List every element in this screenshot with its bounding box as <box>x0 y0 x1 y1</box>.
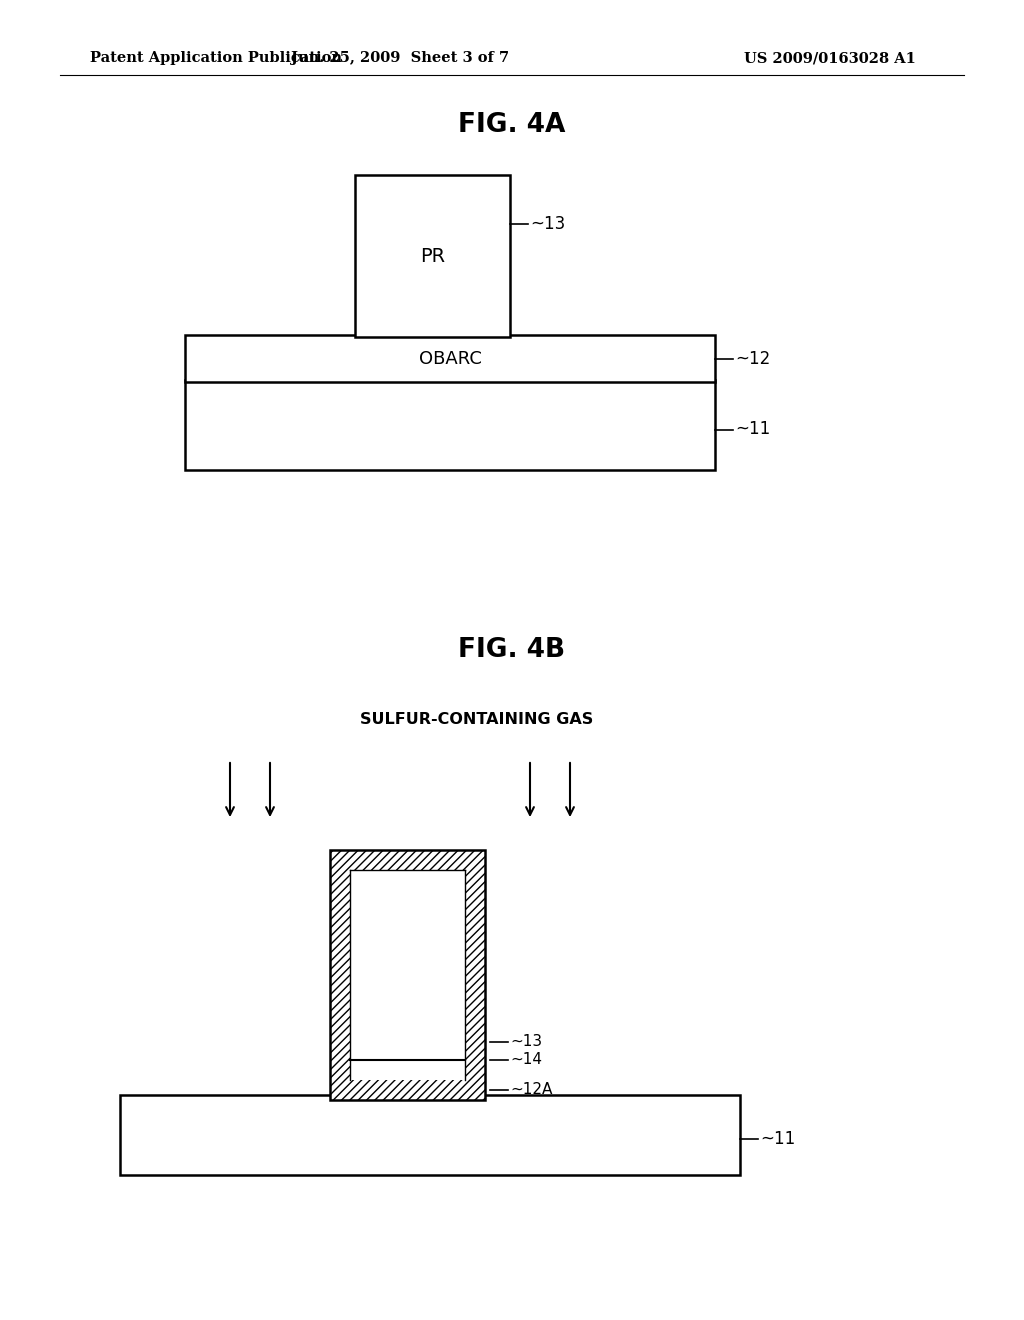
Text: Jun. 25, 2009  Sheet 3 of 7: Jun. 25, 2009 Sheet 3 of 7 <box>291 51 509 65</box>
Bar <box>330 850 485 1100</box>
Text: ~13: ~13 <box>510 1035 542 1049</box>
Text: ~12: ~12 <box>735 350 770 367</box>
Bar <box>350 870 465 1080</box>
Text: ~11: ~11 <box>760 1130 796 1148</box>
Bar <box>355 176 510 337</box>
Text: ~12A: ~12A <box>510 1082 552 1097</box>
Bar <box>185 380 715 470</box>
Text: Patent Application Publication: Patent Application Publication <box>90 51 342 65</box>
Text: FIG. 4A: FIG. 4A <box>459 112 565 139</box>
Text: PR: PR <box>420 247 445 265</box>
Text: ~11: ~11 <box>735 421 770 438</box>
Text: SULFUR-CONTAINING GAS: SULFUR-CONTAINING GAS <box>360 713 593 727</box>
Bar <box>120 1096 740 1175</box>
Text: FIG. 4B: FIG. 4B <box>459 638 565 663</box>
Text: ~14: ~14 <box>510 1052 542 1068</box>
Text: ~13: ~13 <box>530 215 565 232</box>
Text: US 2009/0163028 A1: US 2009/0163028 A1 <box>744 51 915 65</box>
Bar <box>185 335 715 381</box>
Text: OBARC: OBARC <box>419 350 481 367</box>
